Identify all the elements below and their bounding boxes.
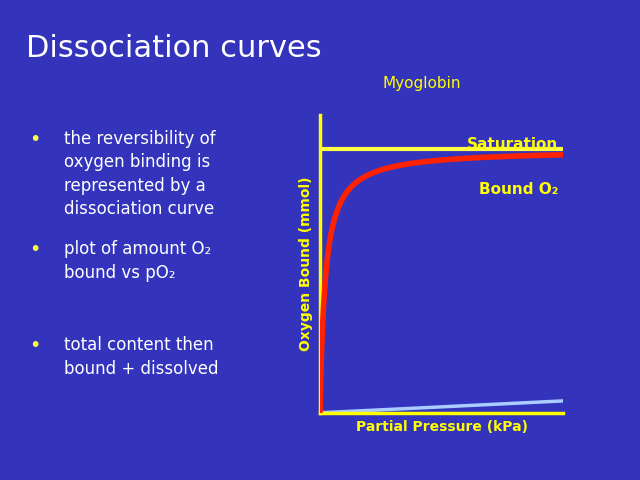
Text: •: •	[29, 130, 40, 149]
Text: total content then
bound + dissolved: total content then bound + dissolved	[64, 336, 218, 378]
Text: •: •	[29, 336, 40, 355]
Text: Saturation: Saturation	[467, 137, 558, 153]
Text: •: •	[29, 240, 40, 259]
Text: Myoglobin: Myoglobin	[383, 76, 461, 91]
Text: plot of amount O₂
bound vs pO₂: plot of amount O₂ bound vs pO₂	[64, 240, 211, 282]
Text: Bound O₂: Bound O₂	[479, 182, 558, 197]
X-axis label: Partial Pressure (kPa): Partial Pressure (kPa)	[356, 420, 527, 434]
Text: Dissociation curves: Dissociation curves	[26, 34, 321, 62]
Y-axis label: Oxygen Bound (mmol): Oxygen Bound (mmol)	[299, 177, 313, 351]
Text: the reversibility of
oxygen binding is
represented by a
dissociation curve: the reversibility of oxygen binding is r…	[64, 130, 216, 218]
